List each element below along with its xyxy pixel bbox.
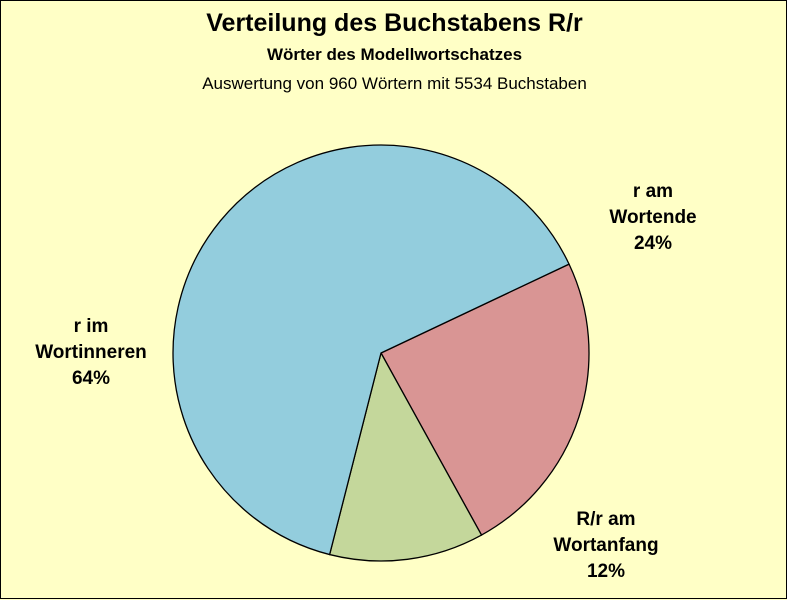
slice-label-wortanfang: R/r am Wortanfang 12% xyxy=(516,507,696,585)
slice-percent: 12% xyxy=(586,561,626,582)
chart-subtitle: Wörter des Modellwortschatzes xyxy=(266,45,523,64)
chart-title: Verteilung des Buchstabens R/r xyxy=(206,9,583,37)
slice-label-line: Wortinneren xyxy=(35,342,147,363)
pie-slice-0 xyxy=(380,263,590,536)
pie-slice-2 xyxy=(172,144,570,556)
slice-label-line: Wortanfang xyxy=(553,535,659,556)
slice-label-line: Wortende xyxy=(609,207,697,228)
slice-percent: 24% xyxy=(633,233,673,254)
slice-label-line: r am xyxy=(632,181,674,202)
slice-label-wortende: r am Wortende 24% xyxy=(563,179,743,257)
slice-label-line: r im xyxy=(73,316,109,337)
slice-label-line: R/r am xyxy=(576,509,636,530)
pie-slice-1 xyxy=(328,352,483,562)
chart-note: Auswertung von 960 Wörtern mit 5534 Buch… xyxy=(202,74,587,93)
slice-percent: 64% xyxy=(71,368,111,389)
slice-label-wortinneren: r im Wortinneren 64% xyxy=(1,314,181,392)
